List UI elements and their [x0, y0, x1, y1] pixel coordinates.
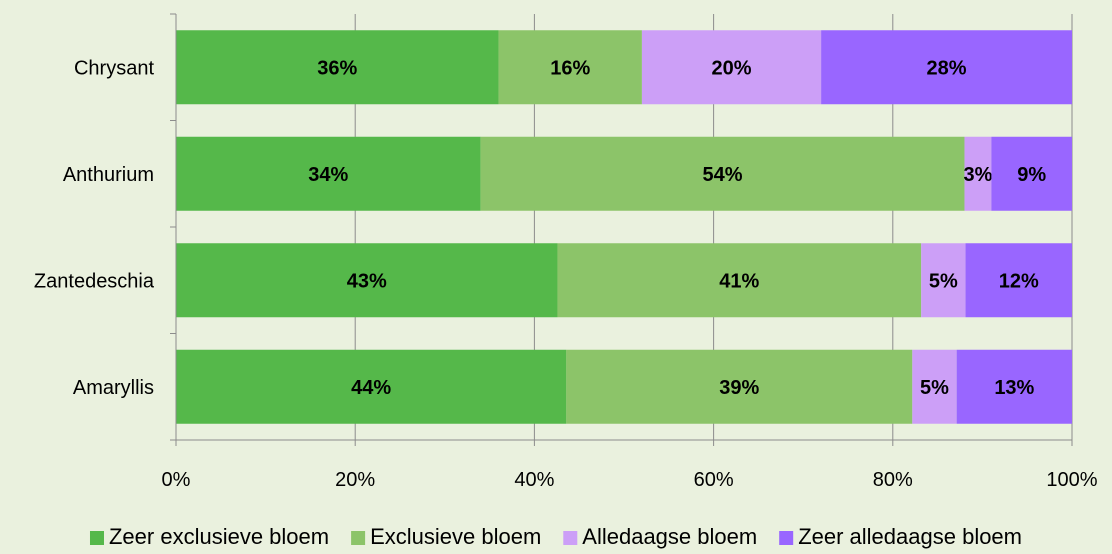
legend-swatch	[89, 531, 104, 545]
bar-segment	[480, 136, 965, 211]
data-label: 9%	[1017, 164, 1046, 186]
category-labels: Chrysant Anthurium Zantedeschia Amaryllis	[34, 57, 155, 399]
bar-segment	[641, 30, 822, 105]
data-label: 41%	[719, 270, 759, 292]
legend-item: Alledaagse bloem	[563, 524, 757, 549]
legend-item: Exclusieve bloem	[351, 524, 541, 549]
data-label: 13%	[994, 377, 1034, 399]
data-label: 3%	[963, 164, 992, 186]
category-label: Zantedeschia	[34, 270, 155, 292]
data-label: 36%	[317, 57, 357, 79]
category-label: Anthurium	[63, 164, 154, 186]
bar-segment	[176, 243, 558, 318]
bar-segment	[176, 30, 499, 105]
data-label: 43%	[347, 270, 387, 292]
legend-swatch	[563, 531, 578, 545]
bar-segment	[566, 349, 913, 424]
data-label: 28%	[927, 57, 967, 79]
axes	[170, 13, 1073, 446]
legend-label: Zeer exclusieve bloem	[109, 524, 329, 549]
data-label: 16%	[550, 57, 590, 79]
bar-segment	[956, 349, 1072, 424]
legend-item: Zeer alledaagse bloem	[779, 524, 1022, 549]
data-label: 20%	[712, 57, 752, 79]
bar-segment	[176, 136, 481, 211]
data-label: 5%	[929, 270, 958, 292]
legend-swatch	[779, 531, 794, 545]
x-tick-label: 100%	[1046, 469, 1097, 491]
bar-segment	[176, 349, 567, 424]
legend-item: Zeer exclusieve bloem	[89, 524, 329, 549]
legend-swatch	[351, 531, 366, 545]
x-tick-labels: 0% 20% 40% 60% 80% 100%	[162, 469, 1098, 491]
data-label: 34%	[308, 164, 348, 186]
legend-label: Zeer alledaagse bloem	[798, 524, 1022, 549]
category-label: Amaryllis	[73, 377, 154, 399]
bar-segment	[991, 136, 1072, 211]
data-label: 12%	[999, 270, 1039, 292]
bar-segment	[964, 136, 992, 211]
bars: 36% 16% 20% 28% 34% 54% 3% 9% 43% 41% 5% 12% 44% 39% 5…	[176, 30, 1072, 424]
bar-segment	[498, 30, 642, 105]
bar-segment	[965, 243, 1072, 318]
x-tick-label: 80%	[873, 469, 913, 491]
data-label: 44%	[351, 377, 391, 399]
bar-segment	[821, 30, 1072, 105]
category-label: Chrysant	[74, 57, 154, 79]
legend-label: Exclusieve bloem	[370, 524, 541, 549]
x-tick-label: 20%	[335, 469, 375, 491]
legend-label: Alledaagse bloem	[582, 524, 757, 549]
x-tick-label: 40%	[514, 469, 554, 491]
x-tick-label: 60%	[694, 469, 734, 491]
bar-segment	[912, 349, 957, 424]
data-label: 39%	[719, 377, 759, 399]
legend: Zeer exclusieve bloem Exclusieve bloem All…	[89, 524, 1022, 549]
data-label: 5%	[920, 377, 949, 399]
data-label: 54%	[703, 164, 743, 186]
x-tick-label: 0%	[162, 469, 191, 491]
bar-segment	[921, 243, 966, 318]
bar-segment	[557, 243, 922, 318]
